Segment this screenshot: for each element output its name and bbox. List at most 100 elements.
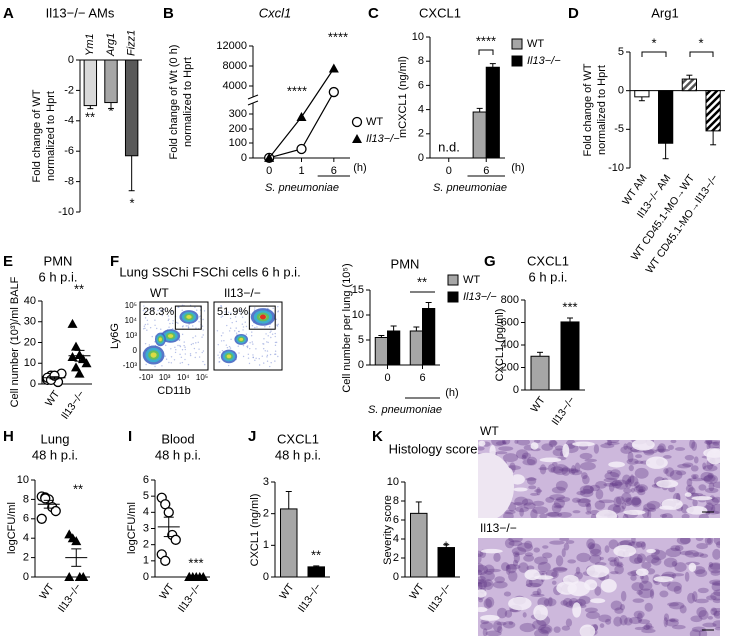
x-tick-label: 0 (384, 372, 390, 384)
event-dot (220, 305, 222, 307)
event-dot (221, 315, 224, 317)
marker (296, 112, 307, 121)
tissue-cell (679, 605, 687, 614)
tissue-cell (532, 506, 549, 514)
tissue-cell (506, 563, 517, 574)
tissue-cell (713, 610, 720, 619)
marker (71, 341, 81, 351)
event-dot (252, 354, 254, 356)
tissue-cell (549, 494, 566, 501)
x-tick-label: 0 (446, 165, 452, 177)
event-dot (160, 309, 162, 312)
tissue-cell (586, 538, 596, 550)
tissue-cell (614, 479, 629, 490)
tissue-cell (590, 514, 597, 518)
tissue-cell (624, 497, 633, 507)
event-dot (187, 363, 190, 366)
event-dot (144, 317, 147, 319)
tissue-cell (698, 629, 708, 636)
event-dot (146, 329, 148, 331)
tissue-cell (590, 548, 602, 557)
tissue-cell (641, 628, 656, 634)
y-tick-label: 10⁴ (125, 316, 138, 325)
y-tick-label: 4 (23, 532, 29, 544)
y-tick-label: 40 (24, 295, 36, 307)
tissue-cell (639, 575, 644, 580)
significance-bracket (478, 49, 494, 55)
y-tick-label: 300 (229, 108, 247, 120)
y-tick-label: 30 (24, 316, 36, 328)
event-dot (167, 315, 170, 317)
y-tick-label: 0 (618, 85, 624, 97)
tissue-cell (707, 615, 714, 620)
x-tick-label: 10⁵ (196, 373, 208, 382)
tissue-cell (516, 440, 531, 446)
panel-subtitle: 6 h p.i. (38, 269, 77, 284)
tissue-cell (688, 492, 703, 497)
event-dot (242, 355, 245, 358)
bar (658, 90, 674, 144)
tissue-cell (630, 487, 635, 493)
tissue-cell (550, 466, 564, 474)
tissue-cell (709, 562, 720, 570)
tissue-cell (532, 500, 545, 507)
tissue-cell (635, 454, 643, 459)
tissue-cell (565, 618, 573, 627)
tissue-cell (562, 597, 573, 607)
y-tick-label: 200 (501, 361, 519, 373)
event-dot (216, 330, 219, 332)
tissue-cell (521, 452, 532, 460)
tissue-cell (508, 540, 523, 547)
airspace (659, 505, 674, 510)
y-tick-label: 600 (501, 316, 519, 328)
y-tick-label: -10 (58, 206, 74, 218)
tissue-cell (703, 475, 716, 482)
marker (160, 555, 171, 566)
significance-bracket (641, 51, 667, 57)
event-dot (183, 341, 185, 343)
tissue-cell (528, 485, 537, 490)
tissue-cell (625, 479, 632, 489)
bar (387, 330, 401, 366)
bar (124, 59, 139, 157)
tissue-cell (619, 614, 628, 626)
tissue-cell (525, 477, 537, 481)
event-dot (173, 359, 176, 361)
event-dot (196, 309, 198, 311)
tissue-cell (711, 607, 720, 613)
airspace (539, 457, 562, 463)
tissue-cell (713, 611, 720, 617)
tissue-cell (655, 448, 670, 452)
event-dot (274, 341, 277, 344)
tissue-cell (624, 617, 633, 626)
event-dot (184, 346, 186, 348)
event-dot (224, 311, 226, 313)
event-dot (202, 318, 204, 321)
event-dot (149, 327, 152, 329)
tissue-cell (646, 500, 661, 510)
event-dot (194, 306, 196, 309)
tissue-cell (598, 499, 615, 504)
tissue-cell (666, 581, 682, 592)
event-dot (153, 306, 155, 309)
tissue-cell (502, 621, 516, 629)
event-dot (266, 354, 269, 357)
panel-letter: B (163, 5, 174, 22)
panel-letter: F (110, 253, 119, 270)
annotation: **** (476, 33, 496, 48)
tissue-cell (551, 486, 566, 494)
event-dot (189, 354, 192, 357)
y-axis-label: Cell number per lung (10⁵) (341, 263, 353, 392)
tissue-cell (555, 496, 571, 503)
tissue-cell (667, 602, 679, 607)
tissue-cell (524, 552, 534, 557)
airspace (623, 509, 646, 515)
marker (328, 63, 339, 73)
tissue-cell (608, 539, 619, 550)
marker (50, 505, 61, 517)
panel-title: Il13−/− AMs (46, 5, 115, 20)
annotation: ** (74, 281, 84, 296)
tissue-cell (663, 613, 670, 622)
x-axis-label: CD11b (157, 385, 190, 397)
